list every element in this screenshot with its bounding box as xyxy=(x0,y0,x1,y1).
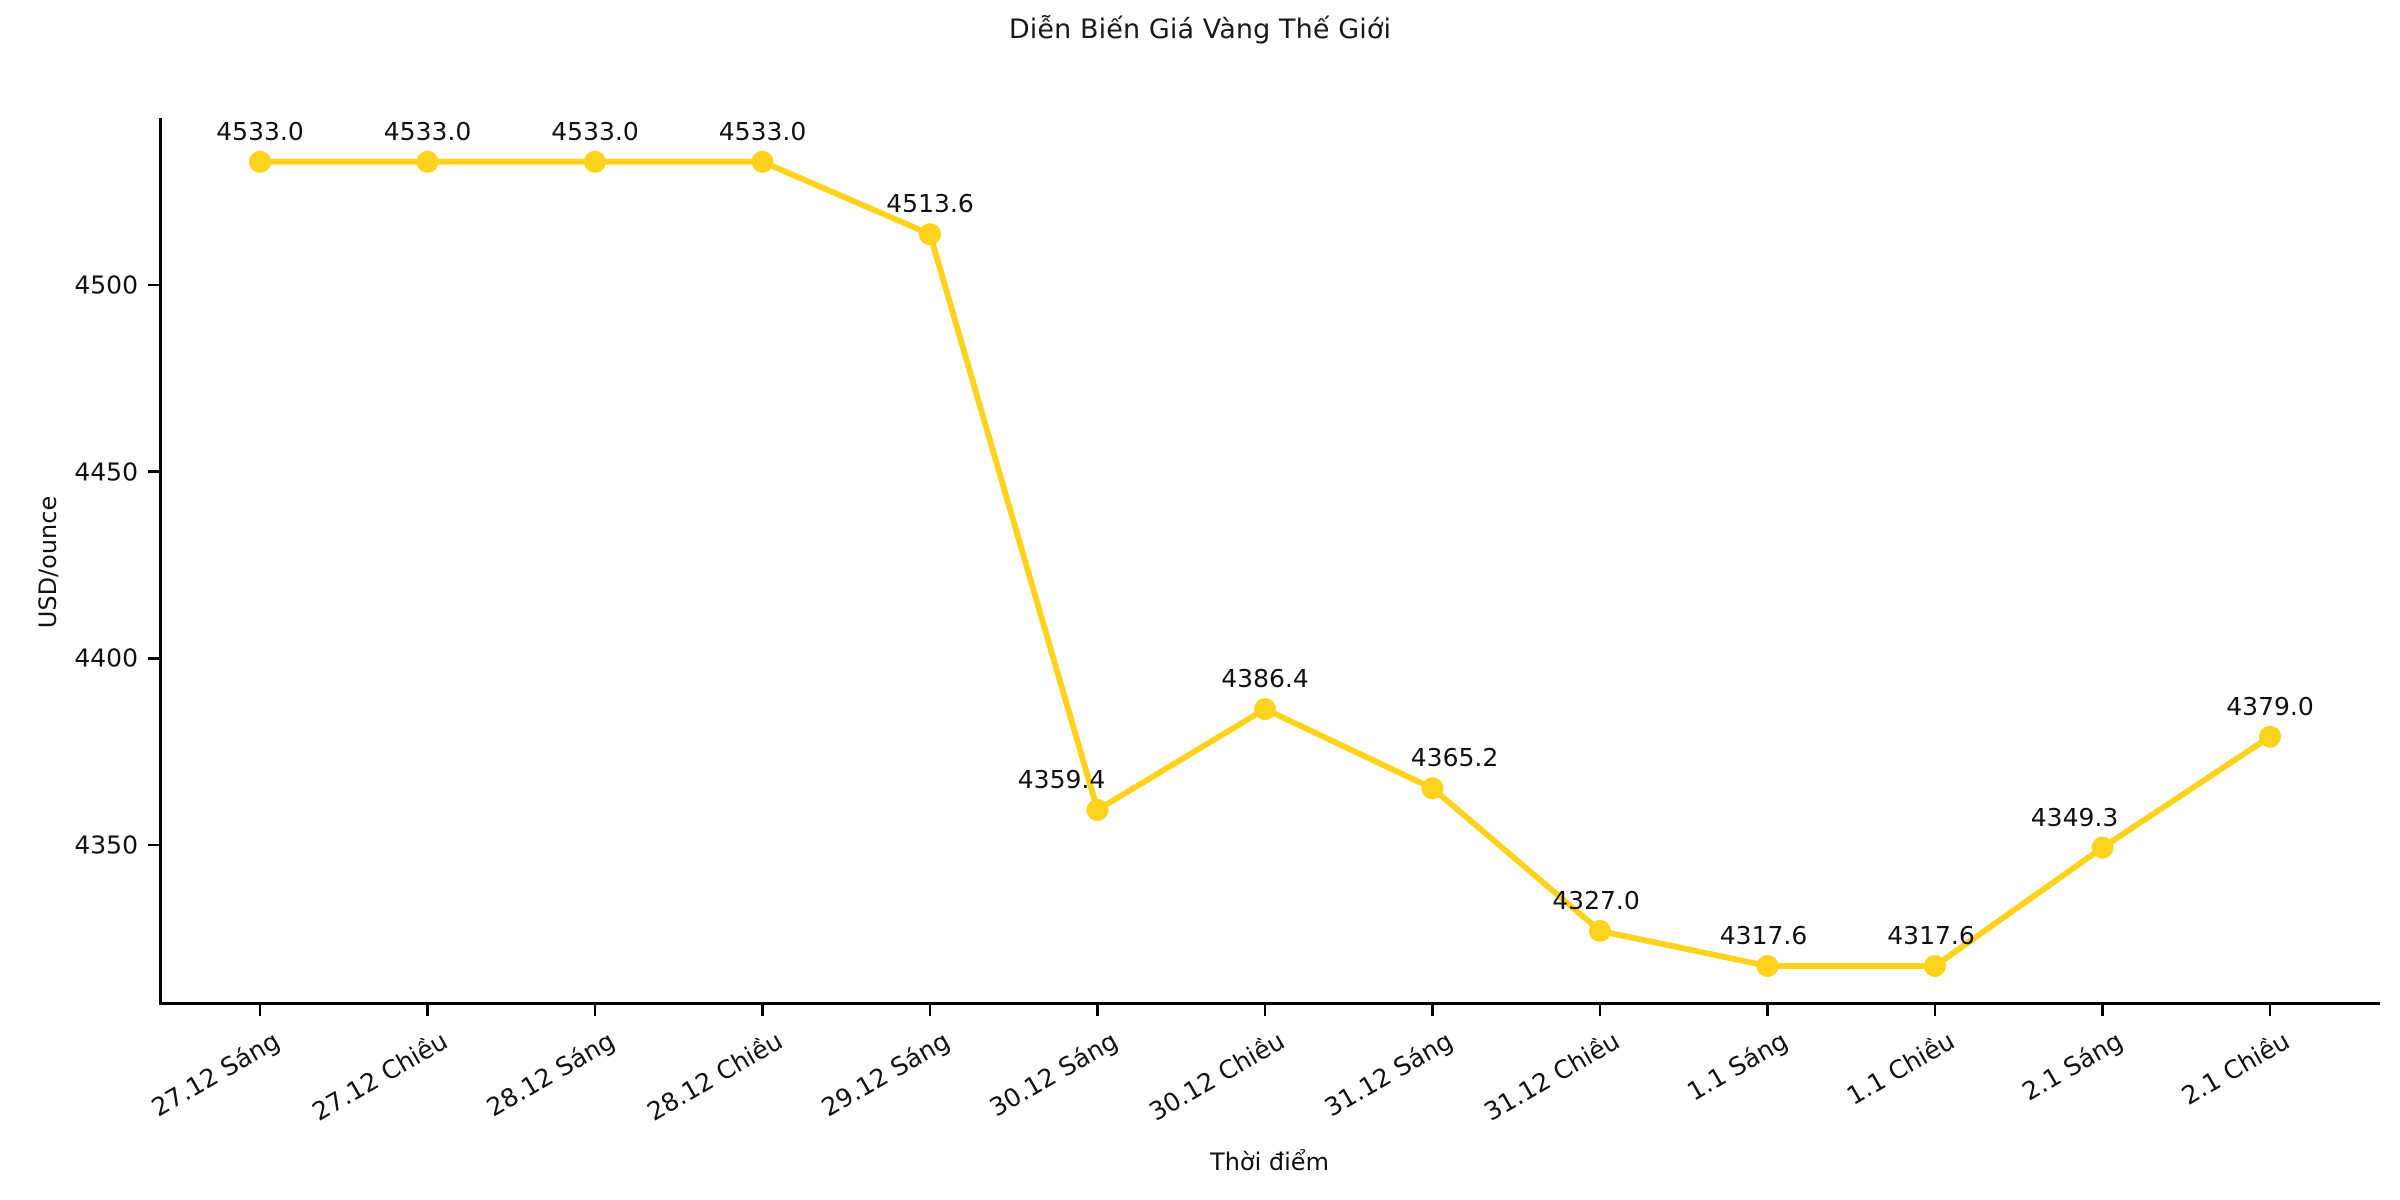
data-point-marker[interactable] xyxy=(584,150,606,173)
x-axis-tick xyxy=(593,1005,597,1016)
data-point-marker[interactable] xyxy=(751,150,774,173)
data-point-value-label: 4359.4 xyxy=(1017,764,1106,794)
data-point-marker[interactable] xyxy=(249,150,271,173)
data-point-hit-area[interactable] xyxy=(1753,951,1783,981)
x-axis-tick xyxy=(1096,1005,1099,1016)
y-axis-tick-label: 4350 xyxy=(74,830,138,860)
data-point-hit-area[interactable] xyxy=(2088,833,2118,863)
x-axis-tick xyxy=(761,1005,764,1016)
data-point-value-label: 4317.6 xyxy=(1719,920,1808,950)
chart-title: Diễn Biến Giá Vàng Thế Giới xyxy=(1008,14,1392,45)
x-axis-tick xyxy=(1263,1005,1267,1016)
data-point-marker[interactable] xyxy=(1589,919,1611,942)
x-axis-tick xyxy=(2101,1005,2104,1016)
x-axis-spine xyxy=(159,1002,2380,1005)
x-axis-tick xyxy=(928,1005,932,1016)
data-point-hit-area[interactable] xyxy=(245,147,275,177)
data-point-value-label: 4533.0 xyxy=(718,116,807,146)
data-point-value-label: 4379.0 xyxy=(2226,691,2314,721)
data-point-value-label: 4513.6 xyxy=(886,189,974,219)
y-axis-tick-label: 4400 xyxy=(74,643,138,673)
data-point-marker[interactable] xyxy=(1924,955,1946,977)
data-point-value-label: 4386.4 xyxy=(1221,664,1309,694)
y-axis-tick xyxy=(148,470,159,473)
data-point-hit-area[interactable] xyxy=(413,147,443,177)
data-point-value-label: 4533.0 xyxy=(551,116,639,146)
data-point-hit-area[interactable] xyxy=(2255,722,2285,752)
data-point-marker[interactable] xyxy=(2091,836,2114,859)
data-point-marker[interactable] xyxy=(416,150,439,173)
data-point-hit-area[interactable] xyxy=(1418,773,1448,803)
y-axis-tick-label: 4500 xyxy=(74,270,138,300)
y-axis-tick-label: 4450 xyxy=(74,457,138,487)
data-point-value-label: 4533.0 xyxy=(216,116,304,146)
data-point-hit-area[interactable] xyxy=(748,147,778,177)
data-point-marker[interactable] xyxy=(2259,725,2281,748)
x-axis-label: Thời điểm xyxy=(1210,1148,1329,1176)
data-point-value-label: 4317.6 xyxy=(1887,920,1975,950)
y-axis-tick xyxy=(148,283,159,287)
data-point-hit-area[interactable] xyxy=(1250,694,1280,724)
data-point-value-label: 4365.2 xyxy=(1410,743,1499,773)
data-point-value-label: 4349.3 xyxy=(2030,802,2119,832)
data-point-marker[interactable] xyxy=(1086,798,1109,821)
gold-price-markers xyxy=(249,150,2281,977)
data-point-marker[interactable] xyxy=(1756,955,1779,977)
x-axis-tick xyxy=(1933,1005,1937,1016)
data-point-hit-area[interactable] xyxy=(1920,951,1950,981)
data-point-marker[interactable] xyxy=(1254,698,1276,721)
data-point-marker[interactable] xyxy=(919,223,941,246)
data-point-hit-area[interactable] xyxy=(580,147,610,177)
x-axis-tick xyxy=(1766,1005,1769,1016)
y-axis-spine xyxy=(159,118,162,1005)
y-axis-tick xyxy=(148,657,159,660)
data-point-value-label: 4533.0 xyxy=(383,116,472,146)
x-axis-tick xyxy=(1431,1005,1434,1016)
data-point-hit-area[interactable] xyxy=(1083,795,1113,825)
x-axis-tick xyxy=(258,1005,262,1016)
data-point-marker[interactable] xyxy=(1421,777,1444,800)
gold-price-line xyxy=(257,158,2273,969)
y-axis-tick xyxy=(148,843,159,847)
x-axis-tick xyxy=(2268,1005,2272,1016)
x-axis-tick xyxy=(1598,1005,1602,1016)
x-axis-tick xyxy=(426,1005,429,1016)
data-point-value-label: 4327.0 xyxy=(1552,885,1640,915)
data-point-hit-area[interactable] xyxy=(1585,916,1615,946)
